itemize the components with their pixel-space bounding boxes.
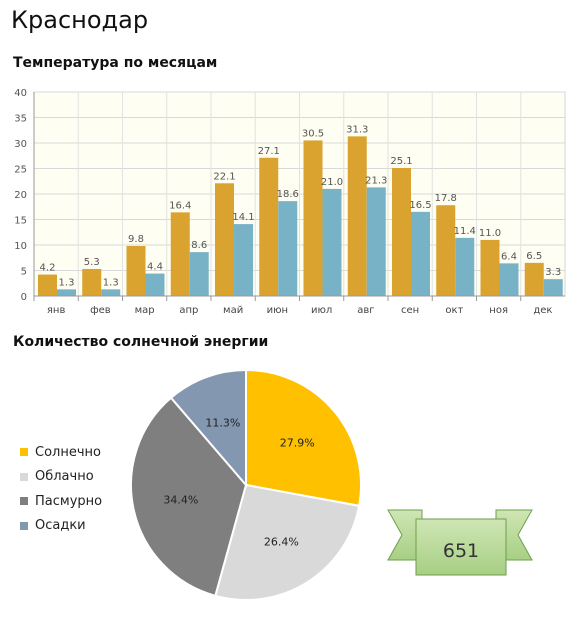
bar	[347, 136, 367, 296]
bar	[322, 188, 342, 296]
badge-value: 651	[443, 540, 479, 562]
legend-item: Пасмурно	[20, 489, 102, 514]
bar	[392, 167, 411, 296]
data-label: 21.3	[365, 175, 387, 186]
bar	[278, 201, 298, 296]
y-tick-label: 15	[14, 216, 27, 227]
legend-item: Облачно	[20, 465, 102, 490]
banner-badge: 651	[387, 509, 533, 576]
x-tick-label: окт	[445, 305, 463, 316]
pie-legend: Солнечно Облачно Пасмурно Осадки	[20, 440, 102, 538]
temperature-bar-chart: 0510152025303540янв4.21.3фев5.31.3мар9.8…	[14, 88, 566, 316]
x-tick-label: дек	[533, 305, 552, 316]
bar	[543, 279, 563, 296]
y-tick-label: 20	[14, 190, 27, 201]
data-label: 16.4	[169, 200, 191, 211]
bar	[436, 205, 456, 296]
data-label: 25.1	[390, 156, 412, 167]
pie-slice-label: 34.4%	[163, 494, 198, 507]
legend-item: Солнечно	[20, 440, 102, 465]
legend-label: Осадки	[35, 518, 86, 534]
bar	[499, 263, 519, 296]
data-label: 1.3	[103, 277, 119, 288]
pie-slice-label: 11.3%	[205, 416, 240, 429]
data-label: 6.5	[526, 251, 542, 262]
y-tick-label: 40	[14, 88, 27, 99]
banner-left-tail	[387, 509, 423, 561]
data-label: 4.4	[147, 262, 163, 273]
y-tick-label: 5	[21, 267, 27, 278]
city-title: Краснодар	[11, 6, 149, 34]
pie-slice	[130, 396, 248, 598]
data-label: 31.3	[346, 124, 368, 135]
data-label: 18.6	[277, 189, 299, 200]
bar	[303, 140, 323, 296]
data-label: 8.6	[191, 240, 207, 251]
pie-slice-label: 26.4%	[264, 536, 299, 549]
data-label: 14.1	[232, 212, 254, 223]
bar	[480, 239, 500, 296]
bar	[366, 187, 386, 296]
x-tick-label: июл	[311, 305, 332, 316]
bar	[259, 157, 279, 296]
bar-chart-title: Температура по месяцам	[13, 55, 218, 71]
bar	[170, 212, 190, 296]
legend-swatch	[20, 448, 28, 457]
bar	[411, 211, 430, 296]
pie-slice	[214, 483, 361, 601]
legend-swatch	[20, 472, 28, 481]
bar	[455, 237, 475, 296]
bar	[38, 274, 57, 296]
legend-item: Осадки	[20, 514, 102, 539]
x-tick-label: июн	[267, 305, 288, 316]
x-tick-label: апр	[179, 305, 198, 316]
x-tick-label: ноя	[489, 305, 508, 316]
bar	[57, 289, 76, 296]
x-tick-label: сен	[401, 305, 419, 316]
data-label: 3.3	[545, 267, 561, 278]
x-tick-label: янв	[47, 305, 66, 316]
y-tick-label: 0	[21, 292, 27, 303]
data-label: 16.5	[409, 200, 431, 211]
bar	[145, 273, 165, 296]
legend-swatch	[20, 521, 28, 530]
pie-slice	[245, 368, 362, 508]
y-tick-label: 35	[14, 114, 27, 125]
legend-label: Солнечно	[35, 444, 101, 460]
data-label: 21.0	[321, 177, 343, 188]
bar	[101, 289, 121, 296]
data-label: 1.3	[59, 277, 75, 288]
x-tick-label: май	[223, 305, 243, 316]
bar	[524, 262, 544, 296]
data-label: 30.5	[302, 128, 324, 139]
sun-energy-pie-chart: 27.9% 26.4% 34.4% 11.3%	[130, 368, 362, 601]
legend-swatch	[20, 497, 28, 506]
data-label: 4.2	[40, 263, 56, 274]
x-tick-label: авг	[357, 305, 374, 316]
bar	[82, 268, 102, 296]
legend-label: Облачно	[35, 469, 94, 485]
bar	[234, 224, 253, 296]
data-label: 5.3	[84, 257, 100, 268]
data-label: 11.4	[454, 226, 476, 237]
pie-chart-title: Количество солнечной энергии	[13, 334, 269, 350]
bar	[189, 252, 209, 296]
data-label: 6.4	[501, 251, 517, 262]
x-tick-label: мар	[135, 305, 155, 316]
y-tick-label: 30	[14, 139, 27, 150]
x-tick-label: фев	[90, 305, 111, 316]
y-tick-label: 25	[14, 165, 27, 176]
data-label: 17.8	[435, 193, 457, 204]
legend-label: Пасмурно	[35, 493, 103, 509]
pie-slice	[169, 368, 247, 488]
bar	[215, 183, 234, 296]
bar	[126, 246, 146, 296]
pie-slice-label: 27.9%	[280, 436, 315, 449]
y-tick-label: 10	[14, 241, 27, 252]
data-label: 22.1	[213, 171, 235, 182]
data-label: 27.1	[258, 146, 280, 157]
data-label: 11.0	[479, 228, 501, 239]
banner-body	[415, 518, 507, 576]
data-label: 9.8	[128, 234, 144, 245]
